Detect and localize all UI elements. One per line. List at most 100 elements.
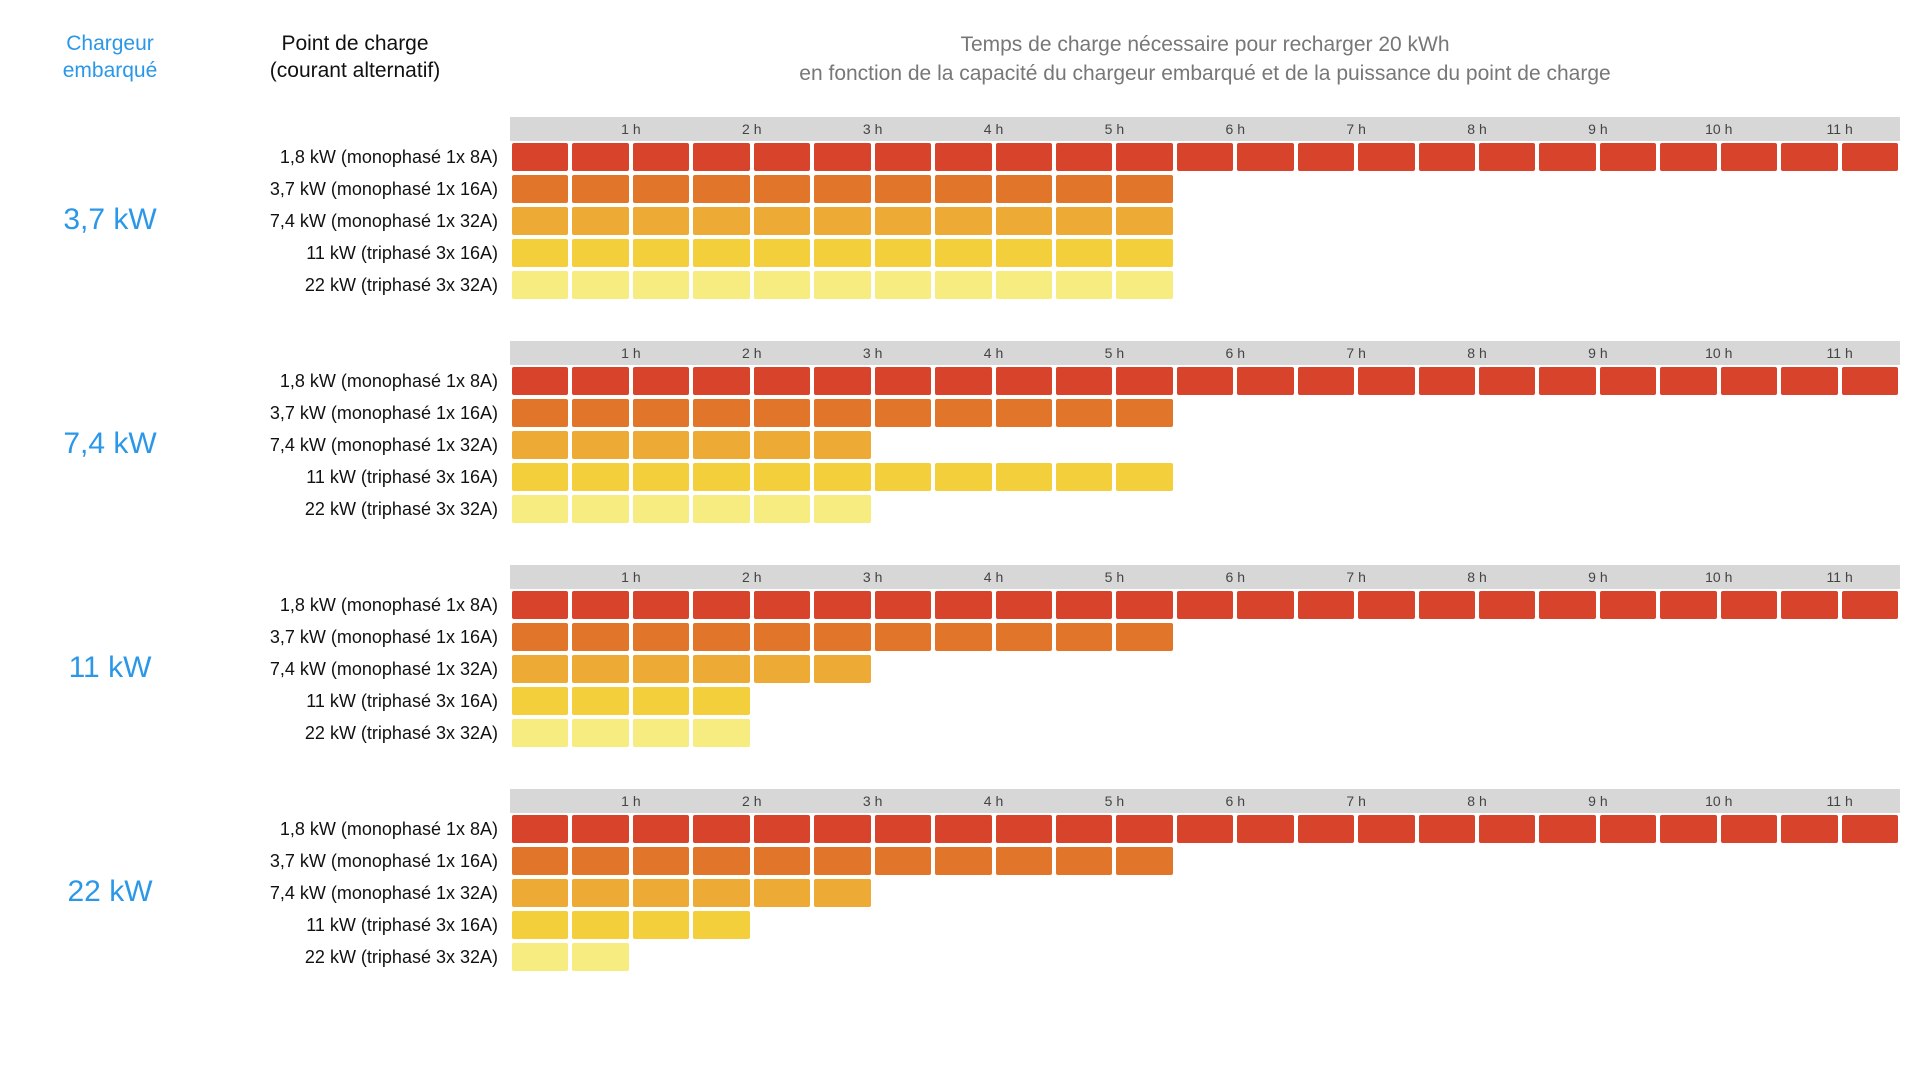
bar-cell: [1660, 623, 1716, 651]
bar-cell: [1177, 495, 1233, 523]
bar-cell: [1298, 943, 1354, 971]
charger-power-label: 3,7 kW: [20, 117, 200, 301]
point-de-charge-label: 1,8 kW (monophasé 1x 8A): [200, 141, 510, 173]
bar-cell: [996, 495, 1052, 523]
bar-cell: [1298, 655, 1354, 683]
bar-cell: [1842, 687, 1898, 715]
bar-cell: [1660, 239, 1716, 267]
chart-title: Temps de charge nécessaire pour recharge…: [510, 30, 1900, 89]
time-slot: [1235, 341, 1295, 365]
bar-cell: [512, 591, 568, 619]
bar-row: [510, 685, 1900, 717]
bar-row: [510, 941, 1900, 973]
bar-cell: [875, 143, 931, 171]
bar-cell: [1237, 911, 1293, 939]
bar-cell: [1116, 207, 1172, 235]
bar-cell: [1781, 207, 1837, 235]
time-slot: 3 h: [812, 565, 872, 589]
time-slot: [1598, 117, 1658, 141]
bar-cell: [1419, 271, 1475, 299]
bar-cell: [1177, 367, 1233, 395]
bar-cell: [1600, 879, 1656, 907]
bar-cell: [1721, 655, 1777, 683]
bar-cell: [1842, 431, 1898, 459]
bar-cell: [1660, 175, 1716, 203]
bar-cell: [875, 847, 931, 875]
bar-cell: [1721, 591, 1777, 619]
bar-cell: [1056, 687, 1112, 715]
time-slot: 9 h: [1537, 117, 1597, 141]
time-slot: [1719, 565, 1779, 589]
point-de-charge-label: 11 kW (triphasé 3x 16A): [200, 909, 510, 941]
bar-cell: [1177, 879, 1233, 907]
bar-cell: [1781, 463, 1837, 491]
header-point-label: Point de charge (courant alternatif): [200, 30, 510, 89]
bar-cell: [996, 847, 1052, 875]
time-slot: 11 h: [1779, 789, 1839, 813]
bar-cell: [1539, 623, 1595, 651]
bar-cell: [1781, 719, 1837, 747]
bar-cell: [1237, 719, 1293, 747]
bar-cell: [693, 431, 749, 459]
time-slot: 5 h: [1054, 341, 1114, 365]
time-slot: 2 h: [691, 789, 751, 813]
bar-cell: [1056, 591, 1112, 619]
time-grid: 1 h2 h3 h4 h5 h6 h7 h8 h9 h10 h11 h: [510, 789, 1900, 973]
point-de-charge-label: 3,7 kW (monophasé 1x 16A): [200, 397, 510, 429]
bar-cell: [814, 591, 870, 619]
time-slot: [631, 341, 691, 365]
bar-cell: [1721, 175, 1777, 203]
time-grid: 1 h2 h3 h4 h5 h6 h7 h8 h9 h10 h11 h: [510, 117, 1900, 301]
charger-power-label: 7,4 kW: [20, 341, 200, 525]
bar-cell: [1056, 271, 1112, 299]
bar-cell: [1298, 591, 1354, 619]
bar-cell: [633, 207, 689, 235]
bar-cell: [1479, 271, 1535, 299]
bar-cell: [1298, 207, 1354, 235]
bar-cell: [1419, 367, 1475, 395]
bar-cell: [1298, 623, 1354, 651]
charger-power-label: 11 kW: [20, 565, 200, 749]
bar-cell: [814, 943, 870, 971]
bar-cell: [875, 367, 931, 395]
bar-cell: [512, 911, 568, 939]
bar-cell: [935, 655, 991, 683]
bar-row: [510, 493, 1900, 525]
bar-row: [510, 621, 1900, 653]
point-de-charge-label: 22 kW (triphasé 3x 32A): [200, 269, 510, 301]
bar-cell: [1237, 271, 1293, 299]
bar-cell: [1842, 591, 1898, 619]
point-de-charge-label: 22 kW (triphasé 3x 32A): [200, 493, 510, 525]
bar-cell: [1237, 207, 1293, 235]
time-slot: 1 h: [570, 341, 630, 365]
bar-cell: [512, 495, 568, 523]
bar-cell: [1056, 463, 1112, 491]
bar-cell: [1842, 655, 1898, 683]
charger-block: 7,4 kW1,8 kW (monophasé 1x 8A)3,7 kW (mo…: [20, 341, 1900, 525]
bar-cell: [1479, 943, 1535, 971]
bar-cell: [754, 655, 810, 683]
bar-cell: [633, 431, 689, 459]
bar-cell: [1479, 687, 1535, 715]
bar-cell: [1419, 815, 1475, 843]
point-de-charge-label: 3,7 kW (monophasé 1x 16A): [200, 845, 510, 877]
bar-cell: [633, 815, 689, 843]
bar-cell: [814, 623, 870, 651]
time-slot: [1114, 789, 1174, 813]
bar-cell: [512, 623, 568, 651]
time-slot: [994, 565, 1054, 589]
bar-cell: [1056, 815, 1112, 843]
bar-cell: [1660, 879, 1716, 907]
time-slot: 9 h: [1537, 565, 1597, 589]
charger-power-label: 22 kW: [20, 789, 200, 973]
bar-cell: [572, 495, 628, 523]
bar-cell: [814, 143, 870, 171]
bar-cell: [1298, 815, 1354, 843]
time-slot: [1719, 789, 1779, 813]
time-slot: [1114, 117, 1174, 141]
bar-cell: [935, 399, 991, 427]
bar-cell: [935, 815, 991, 843]
bar-row: [510, 205, 1900, 237]
bar-cell: [572, 399, 628, 427]
bar-cell: [1721, 143, 1777, 171]
